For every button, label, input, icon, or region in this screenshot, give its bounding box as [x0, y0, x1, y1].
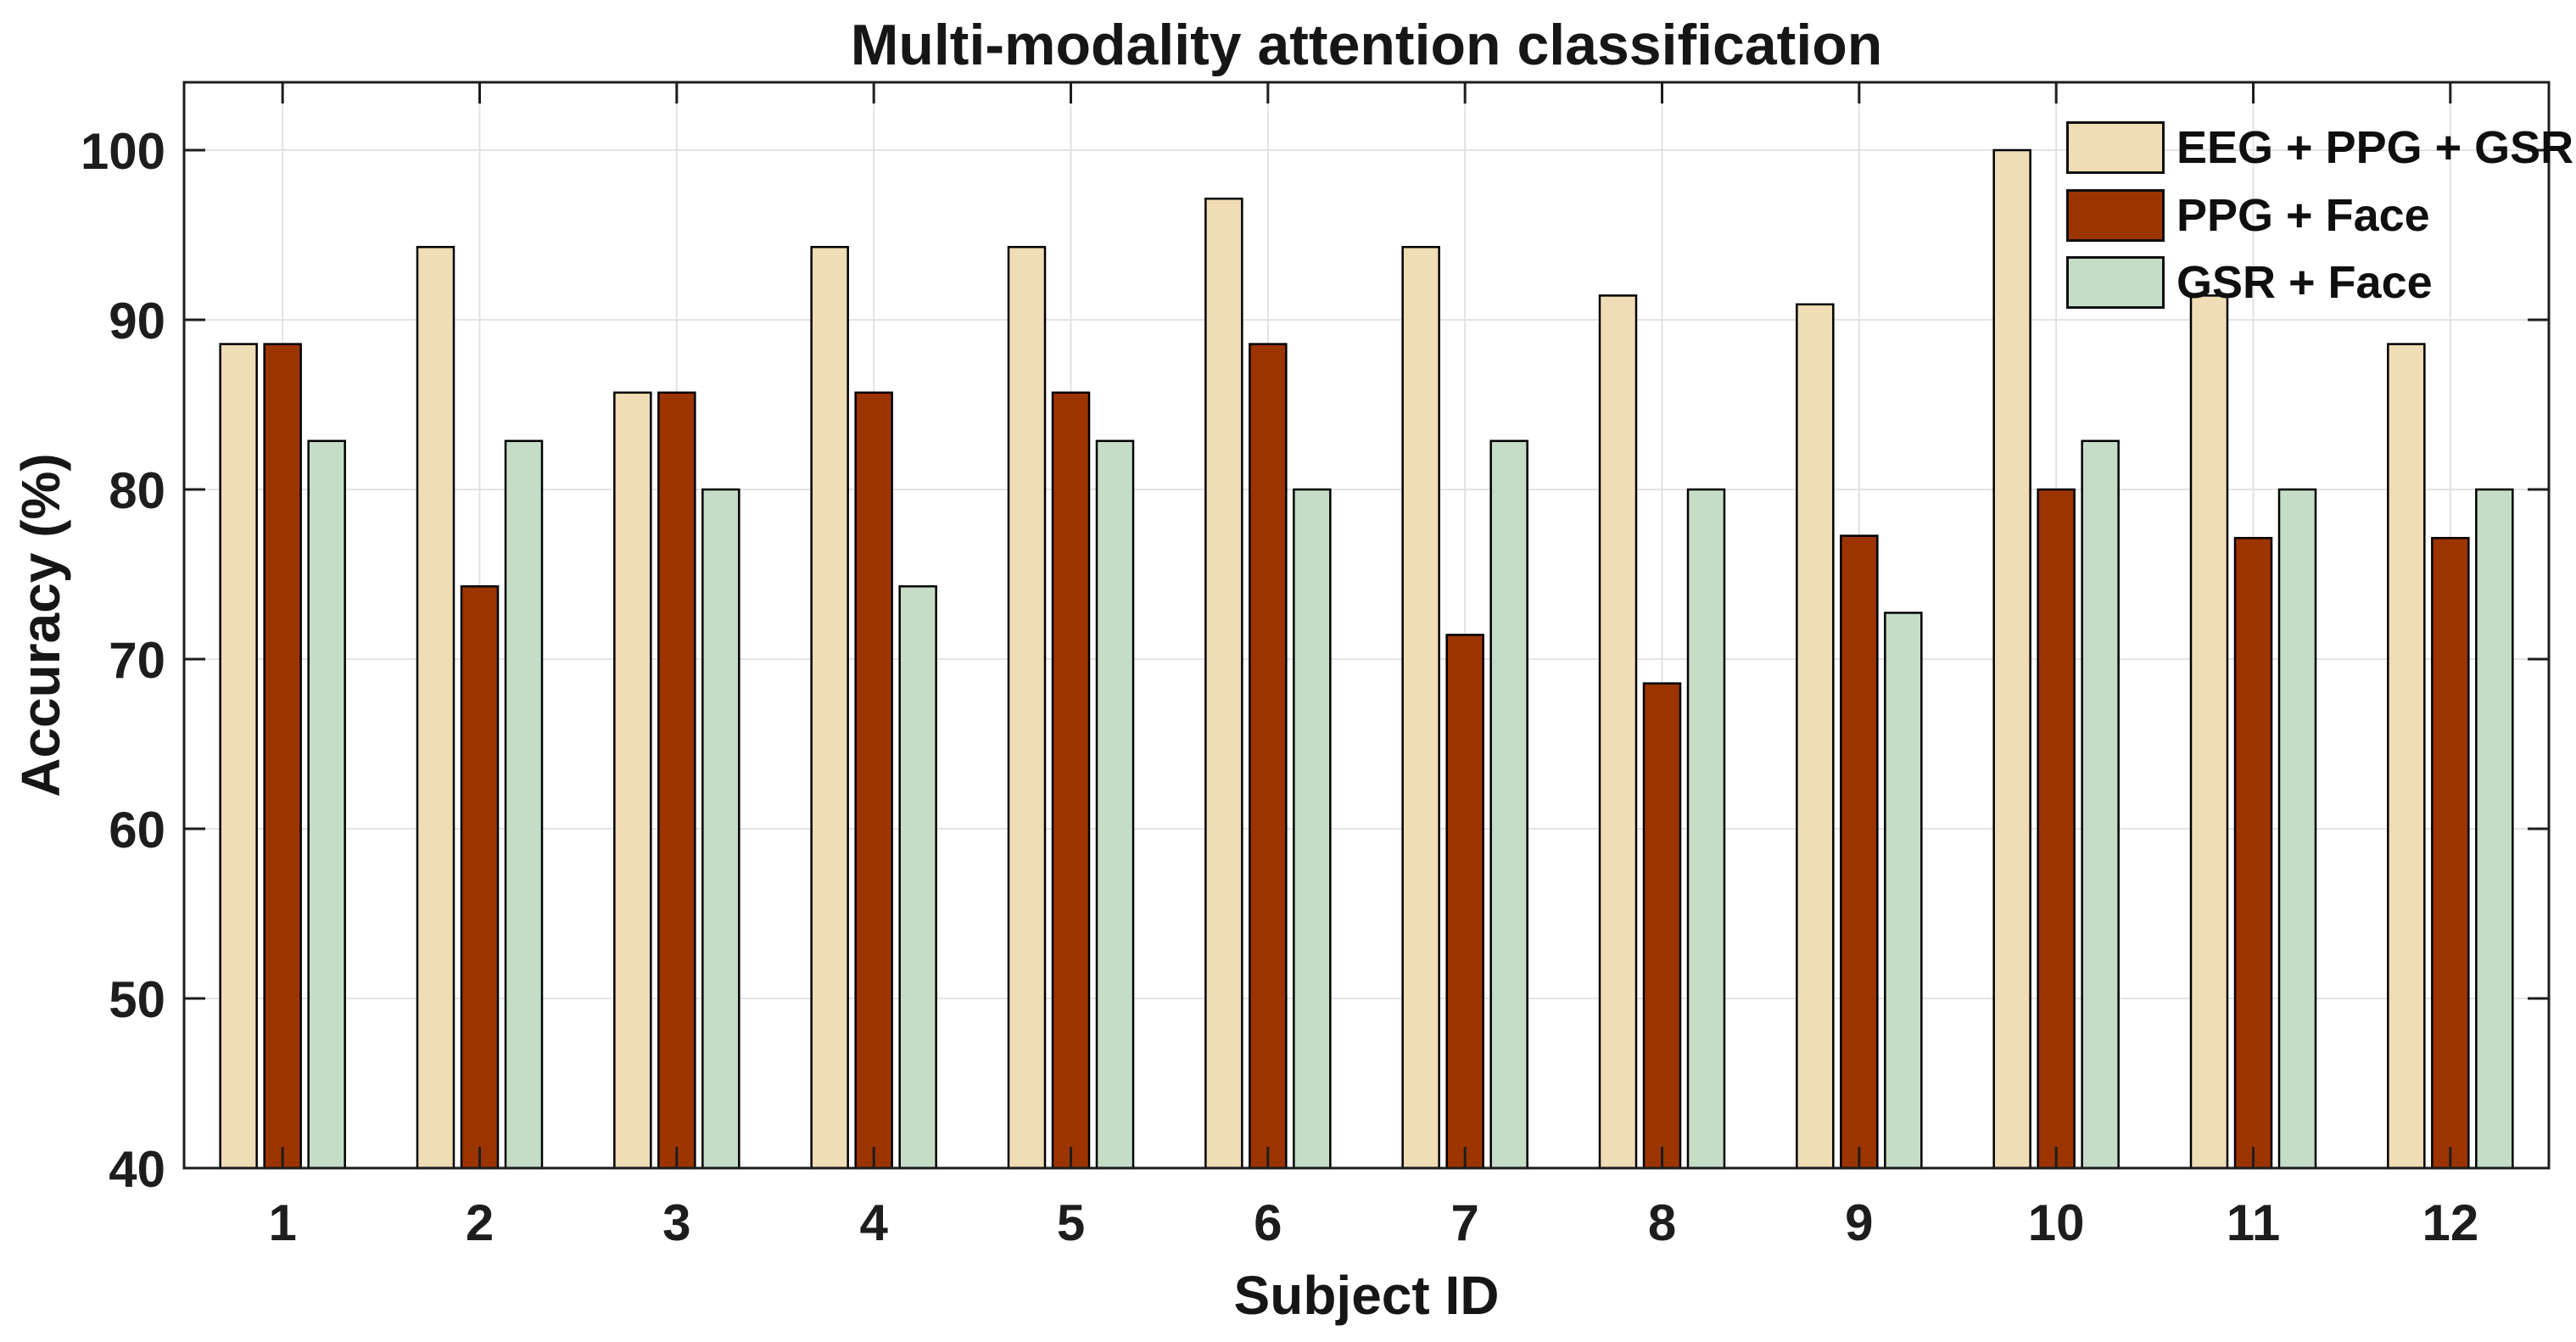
y-tick-label: 60 — [109, 802, 165, 858]
bar-series1-subject9 — [1796, 303, 1835, 1170]
x-tick-label: 9 — [1845, 1194, 1873, 1251]
bar-series1-subject7 — [1401, 245, 1440, 1170]
legend-swatch-1 — [2066, 121, 2165, 174]
bar-series2-subject8 — [1642, 682, 1682, 1170]
x-tick-label: 2 — [466, 1194, 494, 1251]
bar-series3-subject7 — [1489, 439, 1528, 1170]
bar-series1-subject11 — [2189, 294, 2229, 1170]
bar-series1-subject4 — [810, 245, 849, 1170]
bar-series1-subject10 — [1992, 148, 2031, 1170]
axes-box — [182, 81, 2551, 1170]
bar-series2-subject1 — [263, 343, 302, 1170]
x-axis-label: Subject ID — [1233, 1265, 1500, 1326]
legend-item: GSR + Face — [2066, 256, 2573, 309]
bar-series3-subject1 — [307, 439, 346, 1170]
bar-series2-subject7 — [1445, 634, 1484, 1170]
bar-series2-subject2 — [460, 584, 500, 1170]
bar-series1-subject8 — [1598, 294, 1638, 1170]
bar-series1-subject5 — [1007, 245, 1047, 1170]
x-tick-label: 7 — [1450, 1194, 1478, 1251]
bar-series2-subject4 — [854, 391, 893, 1170]
legend-label: GSR + Face — [2176, 257, 2433, 308]
bar-series3-subject4 — [898, 584, 937, 1170]
bar-series1-subject1 — [219, 343, 258, 1170]
x-tick-label: 8 — [1648, 1194, 1676, 1251]
bar-series3-subject12 — [2475, 488, 2514, 1170]
y-tick-label: 40 — [109, 1141, 165, 1198]
chart-title: Multi-modality attention classification — [850, 13, 1883, 77]
bar-series2-subject3 — [657, 391, 696, 1170]
legend-item: EEG + PPG + GSR — [2066, 121, 2573, 174]
legend-label: EEG + PPG + GSR — [2176, 122, 2574, 173]
x-tick-label: 1 — [268, 1194, 296, 1251]
bar-series2-subject9 — [1840, 534, 1879, 1170]
bar-series3-subject8 — [1686, 488, 1726, 1170]
bar-series2-subject6 — [1249, 343, 1288, 1170]
bar-series1-subject6 — [1204, 197, 1243, 1170]
bar-series3-subject10 — [2081, 439, 2120, 1170]
y-tick-label: 90 — [109, 293, 165, 349]
bar-series1-subject12 — [2387, 343, 2426, 1170]
bar-series3-subject3 — [701, 488, 740, 1170]
x-tick-label: 4 — [859, 1194, 888, 1251]
y-tick-label: 50 — [109, 971, 165, 1028]
bar-series3-subject5 — [1095, 439, 1135, 1170]
bar-series1-subject2 — [416, 245, 455, 1170]
bar-series3-subject6 — [1293, 488, 1332, 1170]
x-tick-label: 5 — [1057, 1194, 1085, 1251]
bar-series2-subject11 — [2233, 536, 2273, 1170]
x-tick-label: 12 — [2422, 1194, 2478, 1251]
bar-series3-subject11 — [2277, 488, 2317, 1170]
x-tick-label: 10 — [2028, 1194, 2085, 1251]
bar-series3-subject2 — [504, 439, 544, 1170]
x-tick-label: 3 — [662, 1194, 690, 1251]
y-tick-label: 100 — [81, 123, 165, 180]
x-tick-label: 11 — [2227, 1194, 2280, 1251]
bar-series2-subject5 — [1051, 391, 1091, 1170]
x-tick-label: 6 — [1254, 1194, 1282, 1251]
bar-series3-subject9 — [1884, 612, 1923, 1170]
bar-series2-subject12 — [2431, 536, 2470, 1170]
y-tick-label: 80 — [109, 462, 165, 519]
legend-swatch-2 — [2066, 188, 2165, 242]
bar-series1-subject3 — [613, 391, 652, 1170]
y-tick-label: 70 — [109, 632, 165, 689]
legend-label: PPG + Face — [2176, 189, 2430, 241]
legend-item: PPG + Face — [2066, 188, 2573, 242]
legend: EEG + PPG + GSR PPG + Face GSR + Face — [2066, 121, 2573, 324]
bar-series2-subject10 — [2037, 488, 2076, 1170]
legend-swatch-3 — [2066, 256, 2165, 309]
